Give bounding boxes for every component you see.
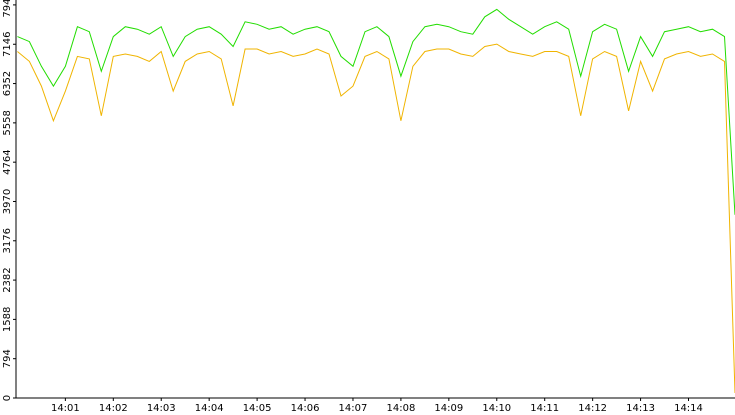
x-tick-label: 14:09 <box>434 403 463 414</box>
y-tick-label: 2382 <box>2 267 13 292</box>
y-tick-label: 0 <box>2 395 13 401</box>
y-tick-label: 5558 <box>2 110 13 135</box>
x-tick-label: 14:06 <box>291 403 320 414</box>
x-tick-label: 14:08 <box>386 403 415 414</box>
x-tick-label: 14:14 <box>674 403 703 414</box>
y-tick-label: 1588 <box>2 307 13 332</box>
y-tick-label: 4764 <box>2 149 13 174</box>
x-tick-label: 14:03 <box>147 403 176 414</box>
y-tick-label: 794 <box>2 349 13 368</box>
y-tick-label: 6352 <box>2 71 13 96</box>
x-tick-label: 14:10 <box>482 403 511 414</box>
y-tick-label: 3970 <box>2 189 13 214</box>
x-tick-label: 14:12 <box>578 403 607 414</box>
y-tick-label: 7146 <box>2 32 13 57</box>
x-tick-label: 14:07 <box>339 403 368 414</box>
series-line <box>17 43 735 394</box>
series-line <box>17 8 735 215</box>
x-tick-label: 14:13 <box>626 403 655 414</box>
x-tick-label: 14:05 <box>243 403 272 414</box>
x-tick-label: 14:02 <box>99 403 128 414</box>
x-tick-label: 14:11 <box>530 403 559 414</box>
x-tick-label: 14:04 <box>195 403 224 414</box>
y-tick-label: 3176 <box>2 228 13 253</box>
y-tick-label: 7941 <box>2 0 13 18</box>
x-tick-label: 14:01 <box>51 403 80 414</box>
